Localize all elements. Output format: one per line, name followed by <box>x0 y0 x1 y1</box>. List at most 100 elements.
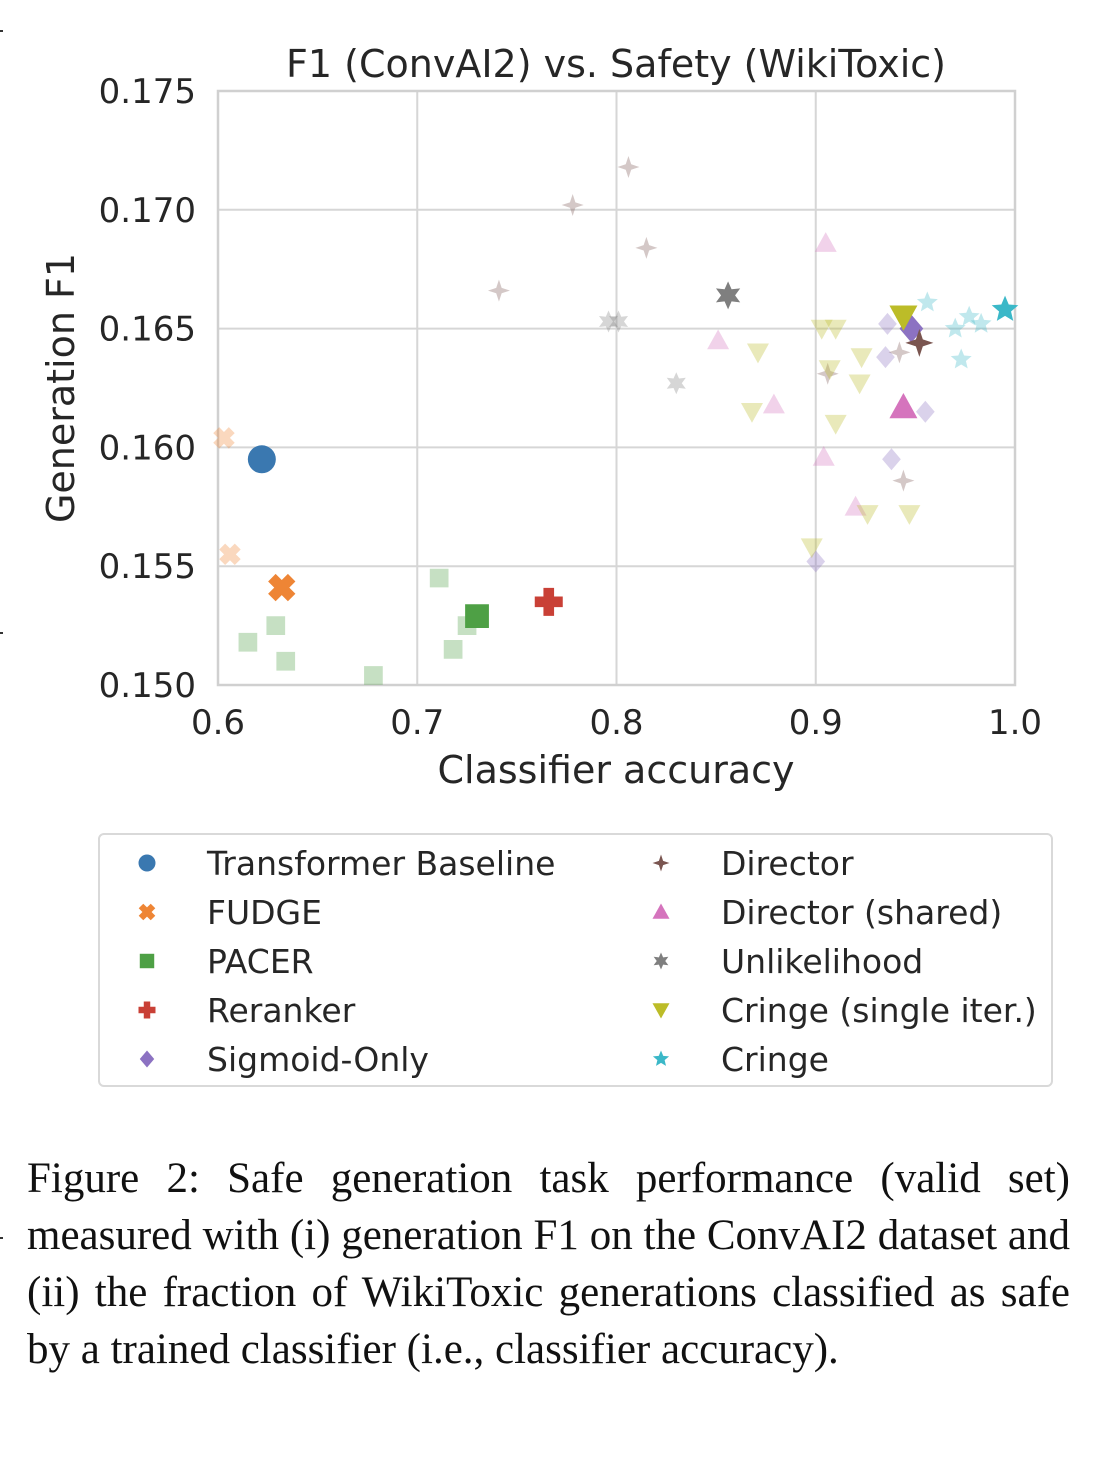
pacer-point <box>443 640 463 659</box>
y-tick-label: 0.150 <box>99 666 196 706</box>
cringe-point <box>958 305 980 326</box>
edge-tick-mark <box>0 632 3 634</box>
director-shared-point <box>814 232 837 252</box>
cringe-point <box>950 348 972 369</box>
director-point <box>816 362 839 385</box>
cringe-single-iter-point <box>810 319 833 340</box>
edge-tick-mark <box>0 30 3 32</box>
sigmoid-only-best-point <box>899 314 924 343</box>
cringe-single-iter-point <box>818 360 841 380</box>
legend-marker-cringe <box>646 1039 676 1079</box>
legend-glyph-sigmoid-only <box>139 1050 155 1068</box>
plot-frame <box>216 89 1017 687</box>
fudge-best-point <box>268 573 296 602</box>
sigmoid-only-point <box>882 448 901 471</box>
legend: Transformer Baseline FUDGE PACER Reranker Si… <box>98 833 1053 1087</box>
legend-label-director-shared: Director (shared) <box>721 893 1003 932</box>
legend-glyph-reranker <box>138 1001 156 1019</box>
cringe-single-iter-point <box>848 374 871 395</box>
unlikelihood-point <box>599 310 619 333</box>
director-shared-point <box>812 445 835 466</box>
unlikelihood-best-point <box>715 281 741 310</box>
reranker-best-point <box>534 587 563 616</box>
legend-label-pacer: PACER <box>207 942 314 981</box>
fudge-point <box>219 543 241 566</box>
director-point <box>561 194 584 217</box>
legend-marker-reranker <box>132 990 162 1030</box>
director-shared-point <box>707 329 730 350</box>
director-shared-point <box>762 393 785 414</box>
sigmoid-only-point <box>878 312 897 335</box>
legend-marker-transformer-baseline <box>132 843 162 883</box>
legend-glyph-fudge <box>138 903 156 921</box>
legend-label-cringe-single-iter: Cringe (single iter.) <box>721 991 1037 1030</box>
legend-marker-pacer <box>132 941 162 981</box>
director-point <box>487 279 510 302</box>
pacer-point <box>429 568 449 588</box>
legend-marker-cringe-single-iter <box>646 990 676 1030</box>
sigmoid-only-point <box>876 346 895 369</box>
fudge-point <box>213 427 235 449</box>
y-tick-label: 0.175 <box>99 72 196 112</box>
director-shared-best-point <box>889 393 918 419</box>
x-tick-label: 0.8 <box>589 703 643 743</box>
director-point <box>635 236 658 259</box>
y-axis-label: Generation F1 <box>39 253 83 523</box>
y-tick-label: 0.170 <box>99 191 196 231</box>
legend-label-cringe: Cringe <box>721 1040 829 1079</box>
director-shared-point <box>844 495 867 516</box>
pacer-point <box>364 666 383 685</box>
y-tick-label: 0.155 <box>99 547 196 587</box>
cringe-single-iter-point <box>746 343 769 364</box>
director-point <box>892 469 915 492</box>
pacer-best-point <box>465 604 489 628</box>
sigmoid-only-point <box>915 400 935 423</box>
x-axis-label: Classifier accuracy <box>438 748 795 792</box>
legend-marker-director <box>646 843 676 883</box>
cringe-single-iter-best-point <box>889 305 918 331</box>
director-best-point <box>905 328 934 357</box>
legend-glyph-pacer <box>139 953 155 969</box>
cringe-point <box>916 291 938 312</box>
x-tick-label: 1.0 <box>988 703 1042 743</box>
legend-glyph-director <box>652 854 670 872</box>
gridlines <box>217 90 1016 686</box>
cringe-single-iter-point <box>850 348 873 369</box>
pacer-point <box>276 651 296 671</box>
legend-marker-fudge <box>132 892 162 932</box>
y-tick-label: 0.160 <box>99 428 196 468</box>
transformer-baseline-best-point <box>247 445 276 474</box>
cringe-best-point <box>991 295 1019 321</box>
legend-label-unlikelihood: Unlikelihood <box>721 942 924 981</box>
sigmoid-only-point <box>806 550 826 573</box>
legend-glyph-director-shared <box>652 903 670 919</box>
legend-label-director: Director <box>721 844 854 883</box>
legend-marker-director-shared <box>646 892 676 932</box>
x-tick-label: 0.6 <box>191 703 245 743</box>
pacer-point <box>266 616 286 635</box>
legend-label-transformer-baseline: Transformer Baseline <box>207 844 556 883</box>
scatter-plot: F1 (ConvAI2) vs. Safety (WikiToxic) 0.6 0… <box>39 42 1042 792</box>
pacer-point <box>238 632 258 652</box>
legend-label-reranker: Reranker <box>207 991 356 1030</box>
legend-marker-unlikelihood <box>646 941 676 981</box>
edge-tick-mark <box>0 1237 3 1239</box>
cringe-single-iter-point <box>824 319 847 340</box>
legend-glyph-cringe <box>652 1050 670 1066</box>
director-point <box>617 156 640 179</box>
legend-glyph-transformer-baseline <box>138 854 156 872</box>
cringe-single-iter-point <box>800 538 823 559</box>
legend-glyph-unlikelihood <box>653 952 669 970</box>
data-points <box>213 156 1019 685</box>
legend-marker-sigmoid-only <box>132 1039 162 1079</box>
cringe-single-iter-point <box>898 505 921 525</box>
tick-labels: 0.6 0.7 0.8 0.9 1.0 0.150 0.155 0.160 0.165 0.170… <box>99 72 1042 743</box>
figure-caption: Figure 2: Safe generation task performan… <box>27 1155 1070 1373</box>
unlikelihood-point <box>608 310 629 333</box>
cringe-single-iter-point <box>740 402 763 423</box>
y-tick-label: 0.165 <box>99 310 196 350</box>
cringe-single-iter-point <box>856 505 879 525</box>
cringe-point <box>970 312 992 333</box>
chart-title: F1 (ConvAI2) vs. Safety (WikiToxic) <box>286 42 946 86</box>
legend-label-sigmoid-only: Sigmoid-Only <box>207 1040 429 1079</box>
